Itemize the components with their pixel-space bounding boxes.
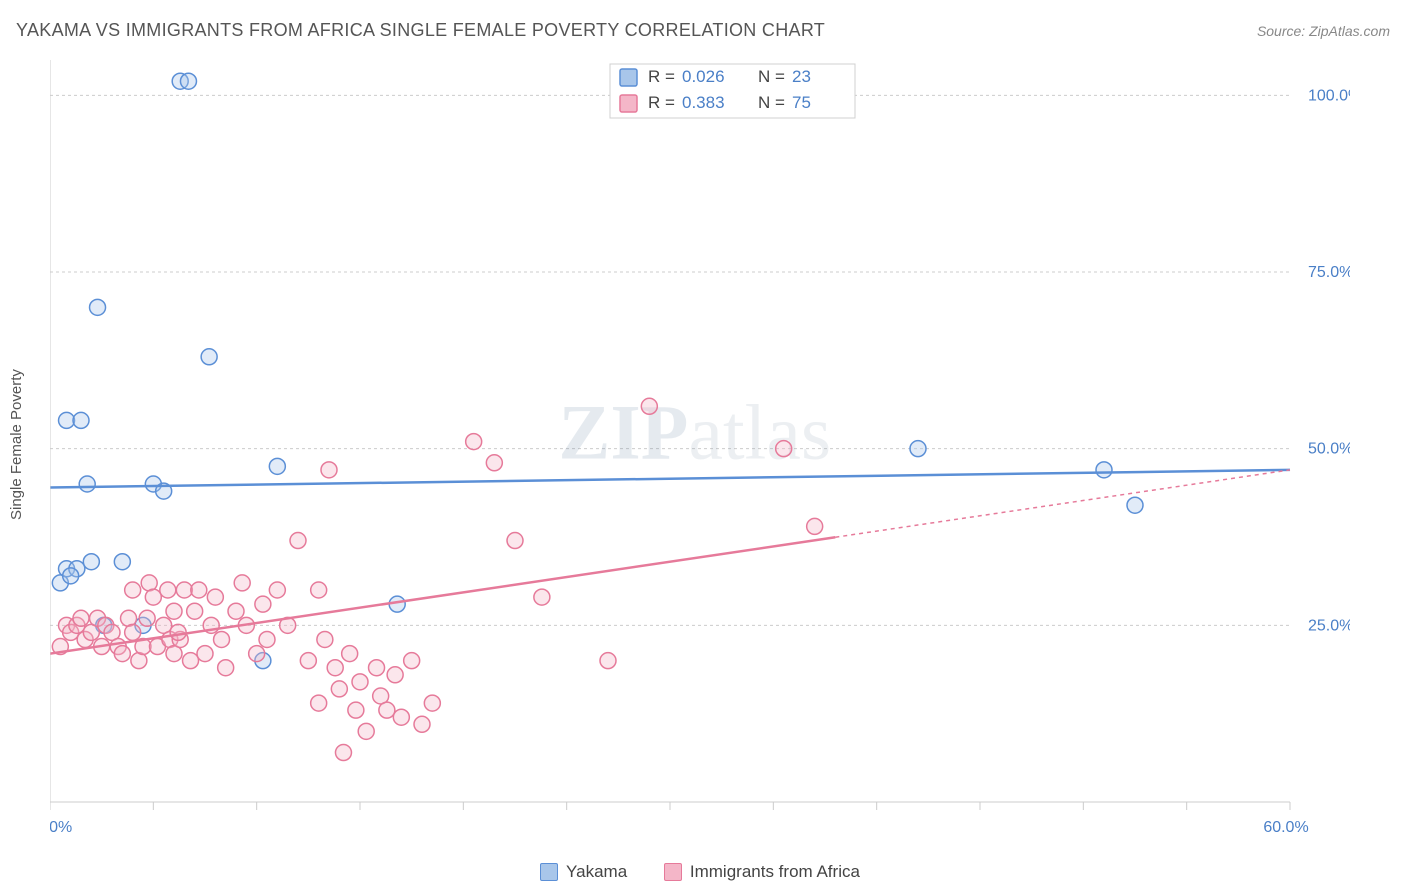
legend-item-yakama: Yakama <box>540 862 627 882</box>
scatter-point-africa <box>776 441 792 457</box>
scatter-point-africa <box>311 695 327 711</box>
x-tick-label: 60.0% <box>1263 819 1308 836</box>
scatter-point-africa <box>191 582 207 598</box>
legend-swatch-yakama <box>540 863 558 881</box>
n-label: N = <box>758 93 785 112</box>
scatter-point-africa <box>218 660 234 676</box>
scatter-point-africa <box>600 653 616 669</box>
chart-title: YAKAMA VS IMMIGRANTS FROM AFRICA SINGLE … <box>16 20 825 41</box>
scatter-point-africa <box>321 462 337 478</box>
y-tick-label: 25.0% <box>1308 617 1350 634</box>
scatter-point-africa <box>125 582 141 598</box>
scatter-point-yakama <box>83 554 99 570</box>
r-label: R = <box>648 93 675 112</box>
scatter-point-africa <box>424 695 440 711</box>
scatter-point-africa <box>641 398 657 414</box>
scatter-point-yakama <box>59 412 75 428</box>
y-axis-label: Single Female Poverty <box>8 369 25 520</box>
scatter-point-africa <box>331 681 347 697</box>
bottom-legend: Yakama Immigrants from Africa <box>50 862 1350 886</box>
scatter-point-africa <box>379 702 395 718</box>
y-tick-label: 75.0% <box>1308 264 1350 281</box>
scatter-point-africa <box>807 518 823 534</box>
scatter-point-yakama <box>73 412 89 428</box>
scatter-point-africa <box>145 589 161 605</box>
scatter-point-africa <box>183 653 199 669</box>
r-value: 0.383 <box>682 93 725 112</box>
scatter-point-africa <box>290 533 306 549</box>
scatter-point-yakama <box>201 349 217 365</box>
scatter-point-africa <box>234 575 250 591</box>
scatter-point-africa <box>197 646 213 662</box>
x-tick-label: 0.0% <box>50 819 72 836</box>
scatter-point-africa <box>311 582 327 598</box>
y-tick-label: 50.0% <box>1308 441 1350 458</box>
scatter-point-yakama <box>114 554 130 570</box>
scatter-point-africa <box>255 596 271 612</box>
scatter-point-yakama <box>90 299 106 315</box>
chart-area: 25.0%50.0%75.0%100.0%ZIPatlas0.0%60.0%R … <box>50 60 1350 830</box>
legend-swatch-africa <box>664 863 682 881</box>
scatter-point-africa <box>369 660 385 676</box>
scatter-point-africa <box>187 603 203 619</box>
n-value: 75 <box>792 93 811 112</box>
scatter-point-africa <box>352 674 368 690</box>
scatter-point-africa <box>466 434 482 450</box>
scatter-point-africa <box>259 631 275 647</box>
legend-swatch <box>620 69 637 86</box>
scatter-point-africa <box>327 660 343 676</box>
scatter-point-africa <box>166 603 182 619</box>
watermark: ZIPatlas <box>558 389 831 476</box>
scatter-point-yakama <box>269 458 285 474</box>
scatter-point-africa <box>486 455 502 471</box>
scatter-point-africa <box>393 709 409 725</box>
scatter-point-africa <box>176 582 192 598</box>
y-tick-label: 100.0% <box>1308 87 1350 104</box>
scatter-point-africa <box>73 610 89 626</box>
r-label: R = <box>648 67 675 86</box>
scatter-point-africa <box>139 610 155 626</box>
scatter-point-africa <box>114 646 130 662</box>
scatter-point-africa <box>170 624 186 640</box>
scatter-point-yakama <box>63 568 79 584</box>
scatter-point-africa <box>228 603 244 619</box>
trend-line-yakama <box>50 470 1290 488</box>
scatter-point-africa <box>300 653 316 669</box>
scatter-plot-svg: 25.0% 50.0% 75.0% 100.0% ZIPatlas 0.0% 60.0% R … <box>50 60 1350 860</box>
scatter-point-africa <box>335 745 351 761</box>
scatter-point-africa <box>534 589 550 605</box>
scatter-point-africa <box>348 702 364 718</box>
source-attribution: Source: ZipAtlas.com <box>1257 23 1390 39</box>
correlation-legend-box <box>610 64 855 118</box>
scatter-point-africa <box>358 723 374 739</box>
scatter-point-africa <box>125 624 141 640</box>
scatter-point-africa <box>507 533 523 549</box>
scatter-point-africa <box>414 716 430 732</box>
legend-label-yakama: Yakama <box>566 862 627 882</box>
scatter-point-africa <box>249 646 265 662</box>
scatter-point-africa <box>387 667 403 683</box>
n-value: 23 <box>792 67 811 86</box>
scatter-point-africa <box>269 582 285 598</box>
scatter-point-africa <box>317 631 333 647</box>
scatter-point-yakama <box>1096 462 1112 478</box>
scatter-point-yakama <box>180 73 196 89</box>
legend-item-africa: Immigrants from Africa <box>664 862 860 882</box>
r-value: 0.026 <box>682 67 725 86</box>
scatter-point-africa <box>160 582 176 598</box>
scatter-point-africa <box>342 646 358 662</box>
scatter-point-yakama <box>1127 497 1143 513</box>
scatter-point-africa <box>404 653 420 669</box>
scatter-point-africa <box>207 589 223 605</box>
scatter-point-yakama <box>910 441 926 457</box>
chart-header: YAKAMA VS IMMIGRANTS FROM AFRICA SINGLE … <box>16 20 1390 41</box>
legend-swatch <box>620 95 637 112</box>
trend-line-ext-africa <box>835 470 1290 537</box>
legend-label-africa: Immigrants from Africa <box>690 862 860 882</box>
n-label: N = <box>758 67 785 86</box>
scatter-point-africa <box>214 631 230 647</box>
scatter-point-yakama <box>79 476 95 492</box>
